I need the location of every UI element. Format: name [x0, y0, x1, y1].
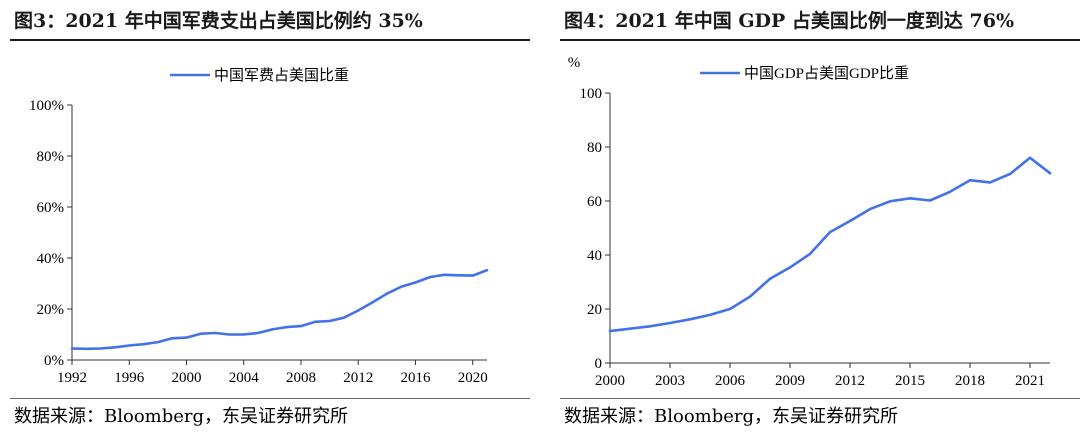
- y-tick-label: 80: [587, 140, 602, 156]
- data-point: [1048, 171, 1052, 175]
- y-tick-label: 100%: [29, 98, 64, 114]
- y-tick-label: 40%: [37, 251, 65, 267]
- x-tick-label: 2021: [1015, 373, 1045, 389]
- y-tick-label: 20: [587, 302, 602, 318]
- x-tick-label: 2012: [343, 370, 373, 386]
- data-point: [888, 200, 892, 203]
- data-point: [228, 333, 231, 336]
- data-point: [70, 347, 74, 350]
- data-point: [748, 295, 752, 298]
- data-point: [768, 277, 772, 280]
- data-point: [271, 328, 274, 331]
- y-tick-label: 100: [580, 86, 603, 102]
- x-tick-label: 2016: [400, 370, 431, 386]
- data-point: [868, 207, 872, 211]
- data-point: [442, 273, 446, 277]
- y-tick-label: 80%: [37, 149, 65, 165]
- data-point: [199, 332, 202, 335]
- data-point: [213, 331, 217, 335]
- data-point: [1028, 156, 1032, 159]
- data-point: [99, 347, 102, 350]
- source-note: 数据来源：Bloomberg，东吴证券研究所: [14, 406, 349, 427]
- gdp-ratio-chart: 0 20 40 60 80 100 2000 2003 2006 2009 2012 2015 2018…: [568, 55, 1052, 389]
- y-tick-label: 0%: [44, 353, 64, 369]
- data-point: [848, 219, 852, 223]
- x-tick-label: 1996: [114, 370, 145, 386]
- figure-title: 图4：2021 年中国 GDP 占美国比例一度到达 76%: [564, 10, 1015, 32]
- data-point: [299, 324, 303, 328]
- x-tick-label: 2020: [458, 370, 488, 386]
- data-point: [156, 340, 160, 344]
- x-tick-label: 2015: [895, 373, 925, 389]
- chart-panel-military: 图3：2021 年中国军费支出占美国比例约 35% 0% 20% 40% 60% 80%…: [0, 0, 530, 445]
- chart-panel-gdp: 图4：2021 年中国 GDP 占美国比例一度到达 76% 0 20 40 60 80 1…: [550, 0, 1080, 445]
- data-point: [142, 342, 145, 346]
- data-point: [668, 321, 672, 325]
- x-tick-label: 2000: [595, 373, 625, 389]
- data-point: [968, 179, 972, 182]
- data-point: [328, 319, 331, 323]
- data-point: [1008, 172, 1012, 176]
- x-tick-label: 2003: [655, 373, 685, 389]
- data-point: [471, 274, 474, 277]
- x-tick-label: 2006: [715, 373, 746, 389]
- data-point: [485, 269, 489, 272]
- data-point: [808, 252, 812, 256]
- data-point: [385, 292, 389, 295]
- data-point: [728, 307, 732, 311]
- data-point: [948, 190, 952, 194]
- x-tick-label: 2012: [835, 373, 865, 389]
- x-tick-label: 2018: [955, 373, 985, 389]
- data-point: [128, 344, 131, 347]
- series-line: [608, 156, 1052, 333]
- y-tick-label: 20%: [37, 302, 65, 318]
- series-line: [70, 268, 489, 351]
- y-tick-label: 0: [595, 356, 603, 372]
- source-rule: [10, 398, 530, 399]
- data-point: [788, 266, 792, 269]
- data-point: [285, 325, 288, 329]
- x-tick-label: 2008: [286, 370, 316, 386]
- x-tick-label: 2009: [775, 373, 805, 389]
- y-tick-label: 60%: [37, 200, 65, 216]
- data-point: [399, 285, 403, 289]
- data-point: [428, 275, 431, 279]
- legend-label: 中国GDP占美国GDP比重: [744, 65, 909, 82]
- x-tick-label: 2004: [229, 370, 260, 386]
- legend-label: 中国军费占美国比重: [214, 67, 349, 84]
- data-point: [242, 333, 245, 336]
- data-point: [342, 316, 346, 319]
- data-point: [113, 346, 117, 349]
- data-point: [828, 230, 832, 234]
- x-tick-label: 2000: [171, 370, 201, 386]
- data-point: [688, 318, 692, 321]
- data-point: [414, 281, 417, 284]
- data-point: [988, 181, 992, 184]
- data-point: [371, 301, 374, 304]
- y-tick-label: 40: [587, 248, 602, 264]
- data-point: [170, 337, 174, 340]
- title-rule: [560, 39, 1080, 41]
- data-point: [457, 274, 460, 277]
- data-point: [928, 199, 932, 202]
- figure-title: 图3：2021 年中国军费支出占美国比例约 35%: [14, 10, 423, 32]
- data-point: [256, 331, 260, 335]
- data-point: [357, 309, 360, 312]
- data-point: [85, 347, 88, 350]
- data-point: [608, 329, 612, 333]
- data-point: [185, 336, 188, 339]
- military-ratio-chart: 0% 20% 40% 60% 80% 100% 1992 1996 2000 2004 2008 20…: [29, 67, 489, 386]
- data-point: [628, 327, 632, 330]
- y-tick-label: 60: [587, 194, 602, 210]
- x-tick-label: 1992: [57, 370, 87, 386]
- data-point: [314, 320, 317, 323]
- y-axis-unit: %: [568, 55, 581, 71]
- data-point: [708, 313, 712, 317]
- data-point: [908, 197, 912, 200]
- title-rule: [10, 39, 530, 41]
- data-point: [648, 325, 652, 328]
- source-note: 数据来源：Bloomberg，东吴证券研究所: [564, 406, 899, 427]
- source-rule: [560, 398, 1080, 399]
